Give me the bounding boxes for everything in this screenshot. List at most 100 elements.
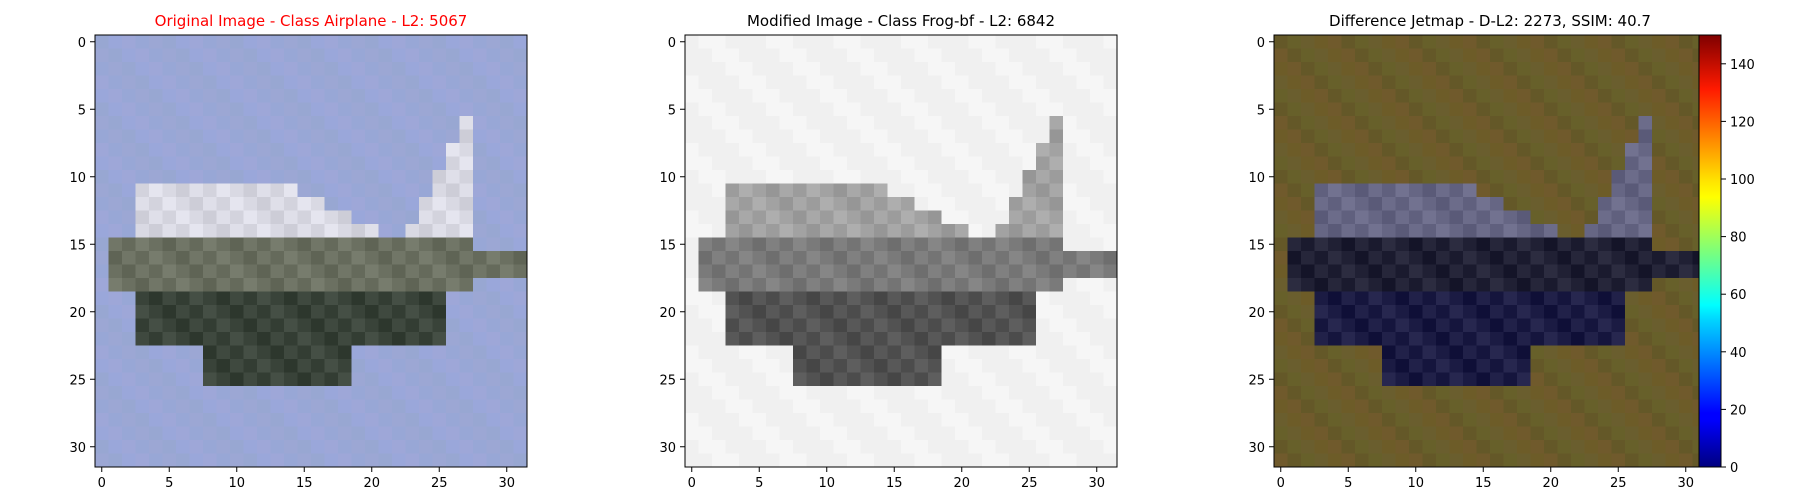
pixel xyxy=(1328,197,1342,211)
pixel xyxy=(270,345,285,360)
pixel xyxy=(149,210,163,225)
pixel xyxy=(739,143,753,157)
pixel xyxy=(176,143,190,157)
pixel xyxy=(1009,264,1023,279)
y-tick-label: 30 xyxy=(659,441,676,456)
pixel xyxy=(270,318,285,333)
pixel xyxy=(351,291,366,306)
pixel xyxy=(378,210,393,225)
pixel xyxy=(1076,102,1091,117)
pixel xyxy=(968,75,983,90)
pixel xyxy=(419,291,433,306)
pixel xyxy=(284,440,298,454)
pixel xyxy=(1652,278,1666,292)
pixel xyxy=(1679,278,1693,292)
pixel xyxy=(108,224,123,238)
pixel xyxy=(513,183,528,198)
pixel xyxy=(698,116,713,130)
pixel xyxy=(1503,426,1518,441)
pixel xyxy=(338,237,352,252)
pixel xyxy=(968,440,983,454)
pixel xyxy=(1530,413,1545,427)
pixel xyxy=(1076,413,1091,427)
x-tick-label: 0 xyxy=(98,476,106,491)
pixel xyxy=(446,386,460,400)
pixel xyxy=(176,237,190,252)
pixel xyxy=(1049,345,1064,360)
pixel xyxy=(995,386,1010,400)
pixel xyxy=(766,143,780,157)
pixel xyxy=(203,75,217,90)
pixel xyxy=(1652,386,1666,400)
pixel xyxy=(1665,440,1680,454)
pixel xyxy=(1544,413,1558,427)
colorbar-tick-label: 20 xyxy=(1730,403,1747,418)
pixel xyxy=(955,345,969,360)
pixel xyxy=(766,399,780,414)
pixel xyxy=(1355,170,1369,184)
pixel xyxy=(1009,251,1023,265)
pixel xyxy=(189,35,204,49)
pixel xyxy=(685,102,699,117)
pixel xyxy=(230,75,244,90)
pixel xyxy=(1103,332,1118,346)
pixel xyxy=(941,413,956,427)
pixel xyxy=(833,35,848,49)
pixel xyxy=(1328,210,1342,225)
pixel xyxy=(914,440,929,454)
pixel xyxy=(833,170,848,184)
pixel xyxy=(833,426,848,441)
pixel xyxy=(257,318,271,333)
pixel xyxy=(941,359,956,373)
pixel xyxy=(1544,224,1558,238)
pixel xyxy=(1584,197,1599,211)
pixel xyxy=(1395,426,1410,441)
pixel xyxy=(1090,143,1104,157)
pixel xyxy=(820,102,834,117)
pixel xyxy=(712,224,726,238)
pixel xyxy=(1490,251,1504,265)
pixel xyxy=(1287,89,1302,103)
pixel xyxy=(1652,318,1666,333)
pixel xyxy=(793,89,807,103)
pixel xyxy=(338,332,352,346)
pixel xyxy=(820,440,834,454)
pixel xyxy=(833,453,848,468)
pixel xyxy=(1625,386,1639,400)
pixel xyxy=(405,129,420,144)
pixel xyxy=(108,318,123,333)
pixel xyxy=(968,183,983,198)
x-tick-label: 30 xyxy=(1677,476,1694,491)
pixel xyxy=(446,345,460,360)
y-tick-label: 15 xyxy=(659,238,676,253)
pixel xyxy=(1665,332,1680,346)
pixel xyxy=(1679,332,1693,346)
pixel xyxy=(1598,62,1612,76)
pixel xyxy=(486,426,501,441)
pixel xyxy=(1422,116,1437,130)
pixel xyxy=(203,48,217,63)
pixel xyxy=(513,89,528,103)
pixel xyxy=(176,372,190,387)
pixel xyxy=(1449,426,1464,441)
pixel xyxy=(419,170,433,184)
pixel xyxy=(725,453,740,468)
pixel xyxy=(122,291,136,306)
pixel xyxy=(203,345,217,360)
pixel xyxy=(338,399,352,414)
pixel xyxy=(1449,75,1464,90)
difference-image xyxy=(1274,35,1707,468)
pixel xyxy=(1063,359,1077,373)
pixel xyxy=(1063,453,1077,468)
pixel xyxy=(135,305,150,319)
pixel xyxy=(1665,143,1680,157)
pixel xyxy=(1287,48,1302,63)
pixel xyxy=(968,170,983,184)
pixel xyxy=(1049,129,1064,144)
pixel xyxy=(122,48,136,63)
y-tick-label: 0 xyxy=(1257,36,1265,51)
pixel xyxy=(500,372,514,387)
pixel xyxy=(1463,345,1477,360)
pixel xyxy=(1611,453,1626,468)
pixel xyxy=(766,264,780,279)
